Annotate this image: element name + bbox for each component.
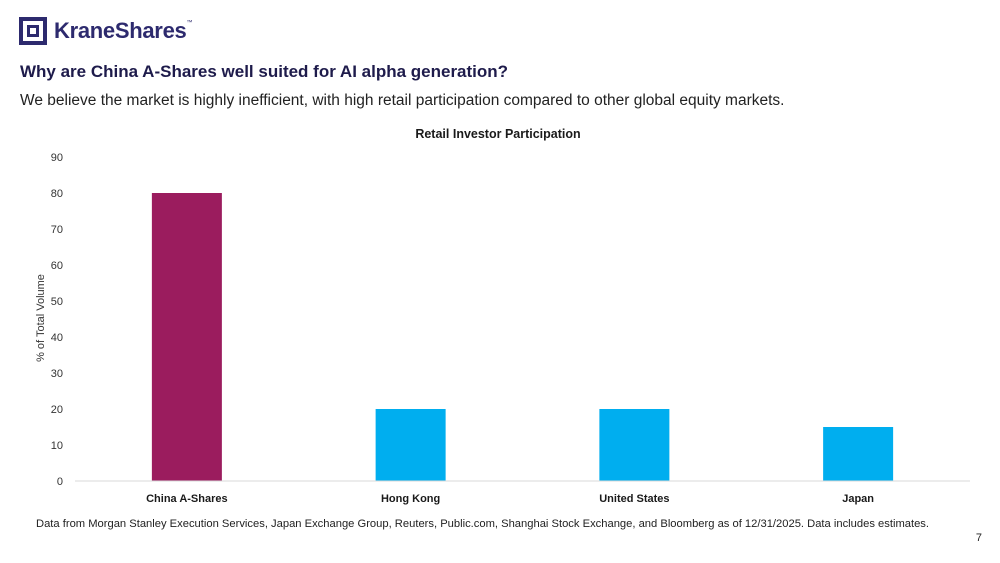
y-tick-label: 30 <box>51 368 63 380</box>
bar-china-a-shares <box>151 193 222 481</box>
x-axis-categories: China A-Shares Hong Kong United States Japa… <box>146 493 874 505</box>
y-tick-label: 20 <box>51 404 63 416</box>
x-category-label: China A-Shares <box>146 493 228 505</box>
y-tick-label: 50 <box>51 296 63 308</box>
y-tick-label: 0 <box>57 476 63 488</box>
page-subtitle: We believe the market is highly ineffici… <box>20 92 785 109</box>
x-category-label: Hong Kong <box>381 493 440 505</box>
x-category-label: United States <box>599 493 669 505</box>
page-title: Why are China A-Shares well suited for A… <box>20 62 509 81</box>
kraneshares-logo-icon <box>19 17 47 45</box>
brand-name: KraneShares™ <box>54 18 193 43</box>
y-tick-label: 80 <box>51 188 63 200</box>
y-axis-ticks: 0 10 20 30 40 50 60 70 80 90 <box>51 152 63 488</box>
page-number: 7 <box>975 532 982 544</box>
x-category-label: Japan <box>842 493 874 505</box>
y-tick-label: 60 <box>51 260 63 272</box>
bar-japan <box>823 427 894 481</box>
y-axis-label: % of Total Volume <box>35 274 47 362</box>
y-tick-label: 70 <box>51 224 63 236</box>
bar-hong-kong <box>375 409 446 481</box>
source-footnote: Data from Morgan Stanley Execution Servi… <box>36 518 930 530</box>
brand-logo: KraneShares™ <box>18 16 192 46</box>
chart-title: Retail Investor Participation <box>415 127 580 141</box>
y-tick-label: 10 <box>51 440 63 452</box>
bar-united-states <box>599 409 670 481</box>
y-tick-label: 90 <box>51 152 63 164</box>
bar-series <box>151 193 894 481</box>
y-tick-label: 40 <box>51 332 63 344</box>
